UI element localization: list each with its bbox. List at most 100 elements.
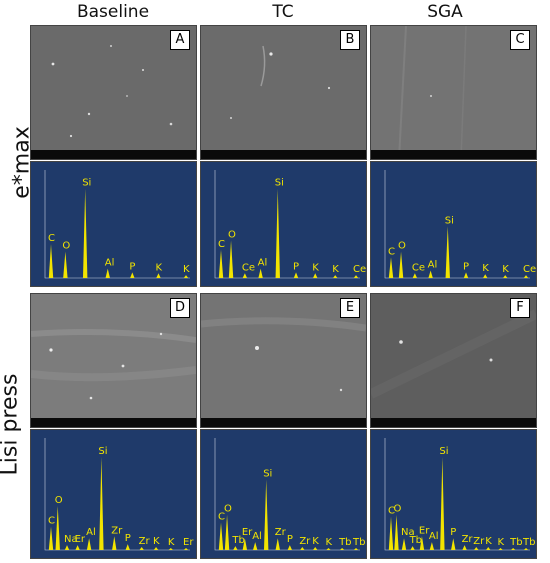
spectrum-peak [63,251,68,278]
spectrum-peak [293,272,299,278]
spectrum-peak [339,548,345,550]
peak-label: Si [98,446,107,457]
column-header-baseline: Baseline [76,2,150,22]
spectrum-peak [242,538,248,550]
spectrum-axis [44,170,190,279]
peak-label: K [332,264,339,275]
eds-spectrum-c: C O Ce Al Si P K K Ce [370,161,537,287]
panel-label-b: B [340,30,360,50]
peak-label: Si [275,178,284,189]
eds-spectrum-d: C O Na Er Al Si Zr P Zr K K Er [30,429,197,559]
peak-label: K [153,536,160,547]
peak-label: Er [183,537,194,548]
sem-image-f: F [370,293,537,428]
spectrum-peak [428,270,433,278]
sem-image-a: A [30,25,197,160]
peak-label: P [450,527,456,538]
spectrum-peak [429,542,435,550]
peak-label: P [125,533,131,544]
panel-label-d: D [170,298,190,318]
peak-label: Si [439,446,448,457]
spectrum-peak [498,548,503,550]
spectrum-peak [523,275,529,278]
peak-label: Al [252,531,262,542]
peak-label: Al [86,527,96,538]
peak-label: P [129,261,135,272]
peak-label: Ce [353,264,366,275]
peak-label: C [48,515,55,526]
peak-label: Er [419,525,430,536]
spectrum-peak [105,268,110,278]
spectrum-peak [353,548,359,550]
peak-label: O [228,229,236,240]
spectrum-peak [326,548,331,550]
spectrum-peak [486,547,491,550]
peak-label: Al [258,258,268,269]
spectrum-peak [388,516,394,550]
sem-info-bar [31,150,196,159]
spectrum-axis [384,438,530,551]
spectrum-axis [214,170,360,279]
spectrum-peak [64,545,70,550]
peak-label: Zr [111,525,123,536]
spectrum-peak [394,514,399,550]
spectrum-peak [130,272,135,278]
spectrum-peak [156,273,161,278]
spectrum-peak [412,273,418,278]
sem-texture [31,26,196,159]
spectrum-peak [55,505,60,550]
spectrum-peak [419,536,425,550]
peak-label: K [498,537,505,548]
eds-spectrum-b: C O Ce Al Si P K K Ce [200,161,367,287]
spectrum-peak [82,188,88,278]
spectrum-peak [462,545,467,550]
sem-info-bar [201,150,366,159]
peak-label: Er [242,527,253,538]
sem-info-bar [371,150,536,159]
spectrum-peak [333,275,338,278]
panel-label-e: E [340,298,360,318]
spectrum-peak [86,538,92,550]
spectrum-peak [445,226,450,278]
spectrum-axis [214,438,360,551]
peak-label: Na [64,534,78,545]
sem-image-c: C [370,25,537,160]
peak-label: C [218,512,225,523]
spectrum-peak [275,538,280,550]
spectrum-peak [258,268,263,278]
spectrum-peak [48,244,54,278]
sem-info-bar [371,418,536,427]
peak-label: P [463,261,469,272]
peak-label: Zr [139,536,151,547]
sem-texture [371,26,536,159]
spectrum-peak [483,274,488,278]
eds-spectrum-e: C O Tb Er Al Si Zr P Zr K K Tb Tb [200,429,367,559]
spectrum-peak [112,536,117,550]
spectrum-peak [510,548,516,550]
peak-label: Ce [242,262,255,273]
peak-label: O [62,241,70,252]
peak-label: K [312,262,319,273]
column-header-sga: SGA [427,2,463,22]
peak-label: K [502,264,509,275]
peak-label: Tb [352,537,365,548]
spectrum-peak [228,240,234,278]
spectrum-peak [398,251,404,278]
peak-label: Si [82,178,91,189]
sem-image-b: B [200,25,367,160]
peak-label: Er [75,534,86,545]
peak-label: Tb [409,535,422,546]
peak-label: K [183,264,190,275]
peak-label: Zr [462,534,474,545]
peak-label: Al [429,531,439,542]
eds-spectrum-f: C O Na Tb Er Al Si P Zr Zr K K Tb Tb [370,429,537,559]
panel-label-f: F [510,298,530,318]
spectrum-peak [300,547,305,550]
spectrum-peak [275,188,280,278]
peak-label: Tb [231,535,244,546]
spectrum-peak [48,526,54,550]
sem-texture [31,294,196,427]
peak-label: Ce [523,264,536,275]
